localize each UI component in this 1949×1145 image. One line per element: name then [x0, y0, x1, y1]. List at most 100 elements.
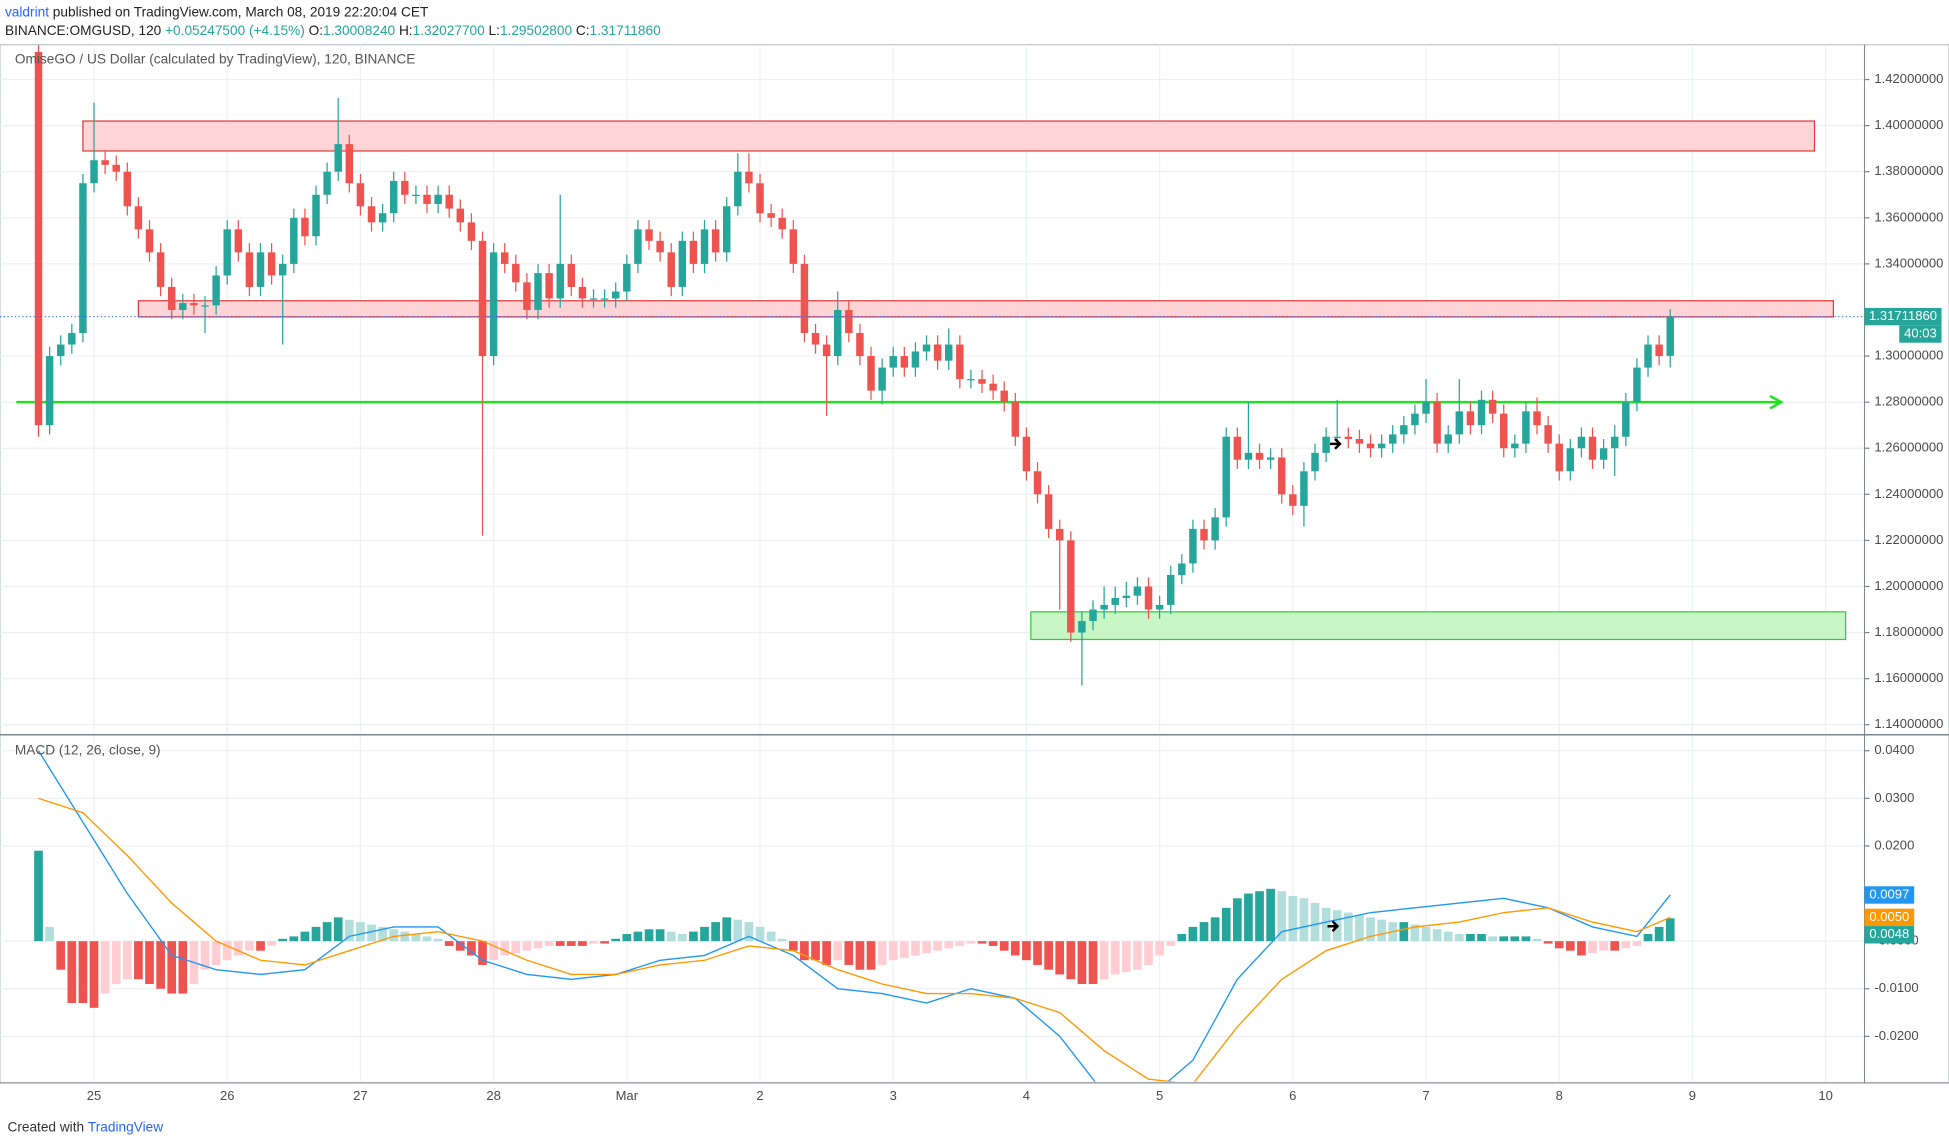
histogram-bar [1033, 941, 1042, 965]
histogram-bar [1654, 926, 1664, 942]
histogram-bar [1255, 891, 1264, 942]
histogram-bar [1477, 934, 1486, 942]
q-value: 1.32027700 [413, 23, 486, 38]
candle-body [734, 171, 742, 207]
candle-body [978, 379, 986, 384]
histogram-bar [1299, 898, 1309, 942]
candle-body [1155, 604, 1164, 610]
candle-body [623, 263, 631, 292]
footer: Created with TradingView [7, 1119, 163, 1134]
histogram-bar [1499, 936, 1509, 942]
annotation-arrow [1327, 920, 1340, 933]
histogram-bar [999, 941, 1009, 951]
histogram-bar [566, 941, 576, 946]
histogram-bar [378, 926, 387, 942]
candle-body [545, 273, 553, 299]
candle-body [1311, 452, 1319, 472]
histogram-bar [1221, 907, 1231, 942]
histogram-bar [389, 929, 399, 942]
histogram-bar [211, 941, 221, 965]
candle-body [556, 263, 564, 299]
candle-body [578, 286, 587, 299]
candle-body [1433, 402, 1441, 444]
histogram-bar [1055, 941, 1065, 975]
candle-body [312, 194, 320, 237]
candle-body [1067, 540, 1075, 633]
histogram-bar [167, 941, 177, 994]
histogram-bar [755, 926, 765, 942]
histogram-bar [356, 922, 365, 942]
candle-body [456, 208, 465, 223]
histogram-bar [1466, 934, 1475, 942]
histogram-bar [633, 931, 643, 942]
histogram-bar [689, 931, 698, 942]
candle-body [889, 356, 897, 368]
published: published on TradingView.com, March 08, … [53, 4, 429, 19]
histogram-bar [733, 919, 743, 942]
x-tick-label: 8 [1556, 1088, 1563, 1103]
candle-body [1544, 425, 1552, 444]
candle-body [667, 252, 675, 287]
histogram-bar [489, 941, 498, 961]
y-tick-label: 1.14000000 [1874, 716, 1943, 731]
histogram-bar [522, 941, 532, 951]
candle-body [1366, 443, 1375, 449]
candle-body [1411, 413, 1419, 426]
histogram-bar [988, 941, 998, 946]
histogram-bar [1432, 929, 1442, 942]
x-tick-label: 26 [220, 1088, 235, 1103]
q-key: C: [576, 23, 590, 38]
candle-body [611, 291, 620, 299]
histogram-bar [1399, 922, 1409, 942]
candle-body [1588, 436, 1597, 460]
candle-body [845, 309, 853, 334]
histogram-bar [467, 941, 476, 956]
histogram-bar [289, 936, 299, 942]
zone [137, 300, 1835, 318]
candle-body [1122, 595, 1131, 599]
histogram-bar [511, 941, 521, 954]
candle-body [101, 160, 109, 165]
histogram-bar [1321, 907, 1331, 942]
candle-body [1400, 425, 1408, 435]
macd-title: MACD (12, 26, close, 9) [15, 743, 161, 758]
histogram-bar [1144, 941, 1153, 965]
histogram-bar [1044, 941, 1053, 970]
y-tick-label: 1.20000000 [1874, 578, 1943, 593]
candle-body [967, 379, 975, 381]
x-tick-label: 4 [1023, 1088, 1030, 1103]
x-tick-label: 5 [1156, 1088, 1163, 1103]
candle-body [1333, 436, 1341, 438]
candle-body [1566, 448, 1575, 472]
histogram-bar [222, 941, 232, 961]
histogram-bar [322, 922, 332, 942]
histogram-bar [700, 926, 709, 942]
candle-body [1455, 411, 1464, 435]
macd-line [38, 797, 1671, 1082]
candle-body [767, 213, 775, 218]
candle-body [201, 305, 209, 307]
histogram-bar [1610, 941, 1620, 951]
y-tick-label: -0.0200 [1874, 1028, 1918, 1043]
candle-body [212, 275, 220, 306]
candle-body [489, 252, 498, 357]
histogram-bar [1266, 888, 1275, 942]
value-box [1864, 926, 1915, 944]
candle-body [1444, 434, 1452, 444]
histogram-bar [1366, 917, 1375, 942]
histogram-bar [145, 941, 154, 985]
histogram-bar [1133, 941, 1142, 970]
histogram-bar [245, 941, 254, 951]
histogram-bar [256, 941, 265, 951]
histogram-bar [156, 941, 165, 989]
q-key: L: [489, 23, 500, 38]
change: +0.05247500 (+4.15%) [165, 23, 305, 38]
candle-body [900, 356, 909, 368]
histogram-bar [134, 941, 143, 980]
x-tick-label: 25 [87, 1088, 102, 1103]
candle-body [1011, 402, 1020, 437]
level-arrowhead [1769, 394, 1784, 410]
histogram-bar [1188, 926, 1198, 942]
